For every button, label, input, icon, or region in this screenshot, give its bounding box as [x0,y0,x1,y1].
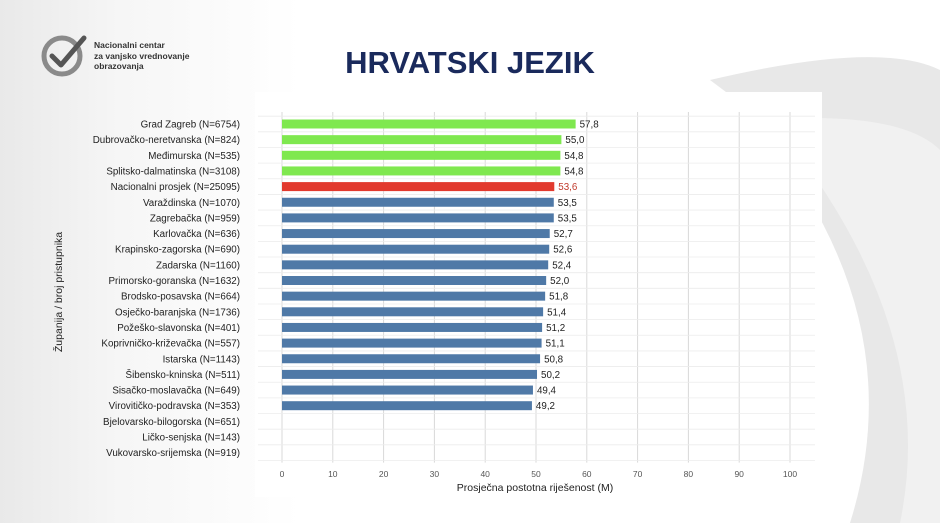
x-tick-label: 30 [430,469,440,479]
category-label: Grad Zagreb (N=6754) [141,120,240,131]
bar [282,166,561,176]
category-label: Zadarska (N=1160) [156,260,240,271]
category-label: Bjelovarsko-bilogorska (N=651) [103,417,240,428]
bar [282,229,550,239]
data-label: 49,4 [537,386,557,397]
x-tick-label: 100 [783,469,797,479]
x-tick-label: 20 [379,469,389,479]
bar [282,197,554,207]
background-swoosh [710,57,940,523]
x-tick-label: 50 [531,469,541,479]
data-label: 53,6 [558,182,578,193]
data-label: 53,5 [558,198,578,209]
category-label: Krapinsko-zagorska (N=690) [115,245,240,256]
data-label: 52,6 [553,245,573,256]
logo-line: Nacionalni centar [94,40,165,50]
x-tick-label: 90 [734,469,744,479]
data-label: 52,0 [550,276,570,287]
bar [282,244,550,254]
bar [282,119,576,129]
category-label: Sisačko-moslavačka (N=649) [112,386,240,397]
bar [282,182,555,192]
category-label: Primorsko-goranska (N=1632) [109,276,241,287]
bar [282,369,538,379]
x-tick-label: 70 [633,469,643,479]
data-label: 55,0 [565,135,585,146]
data-label: 50,8 [544,354,564,365]
bar [282,338,542,348]
category-label: Vukovarsko-srijemska (N=919) [106,448,240,459]
data-label: 51,1 [546,339,565,350]
category-label: Karlovačka (N=636) [153,229,240,240]
category-label: Požeško-slavonska (N=401) [117,323,240,334]
data-label: 52,7 [554,229,573,240]
bar [282,150,561,160]
x-axis-label: Prosječna postotna riješenost (M) [457,482,613,494]
logo-text: Nacionalni centar za vanjsko vrednovanje… [94,40,189,72]
category-label: Istarska (N=1143) [163,354,240,365]
logo-line: obrazovanja [94,61,144,71]
category-label: Nacionalni prosjek (N=25095) [111,182,240,193]
bar [282,135,562,145]
data-label: 54,8 [564,166,584,177]
category-label: Virovitičko-podravska (N=353) [109,401,240,412]
category-label: Ličko-senjska (N=143) [142,433,240,444]
bar [282,213,554,223]
category-label: Brodsko-posavska (N=664) [121,292,240,303]
data-label: 51,4 [547,307,567,318]
bar [282,401,532,411]
bar [282,260,549,270]
data-label: 52,4 [552,260,572,271]
ncvvo-logo-icon [41,35,87,77]
y-axis-label: Županija / broj pristupnika [52,232,65,352]
bar [282,276,547,285]
logo-line: za vanjsko vrednovanje [94,50,190,61]
category-label: Šibensko-kninska (N=511) [126,370,240,381]
data-label: 50,2 [541,370,560,381]
data-label: 51,8 [549,292,569,303]
x-tick-label: 10 [328,469,338,479]
bar [282,322,543,332]
data-label: 53,5 [558,213,578,224]
category-label: Splitsko-dalmatinska (N=3108) [106,166,240,177]
category-label: Varaždinska (N=1070) [143,198,240,209]
category-label: Dubrovačko-neretvanska (N=824) [93,135,240,146]
bar [282,385,533,395]
x-tick-label: 80 [684,469,694,479]
background-gradient [0,0,300,523]
x-tick-label: 40 [480,469,490,479]
category-label: Koprivničko-križevačka (N=557) [101,339,240,350]
category-label: Međimurska (N=535) [148,151,240,162]
page-title: HRVATSKI JEZIK [345,45,595,80]
bar [282,291,546,301]
data-label: 57,8 [580,120,600,131]
bar [282,307,544,317]
x-tick-label: 0 [280,469,285,479]
category-label: Zagrebačka (N=959) [150,213,240,224]
bar [282,354,541,364]
data-label: 49,2 [536,401,555,412]
data-label: 51,2 [546,323,565,334]
x-tick-label: 60 [582,469,592,479]
data-label: 54,8 [564,151,584,162]
category-label: Osječko-baranjska (N=1736) [115,307,240,318]
